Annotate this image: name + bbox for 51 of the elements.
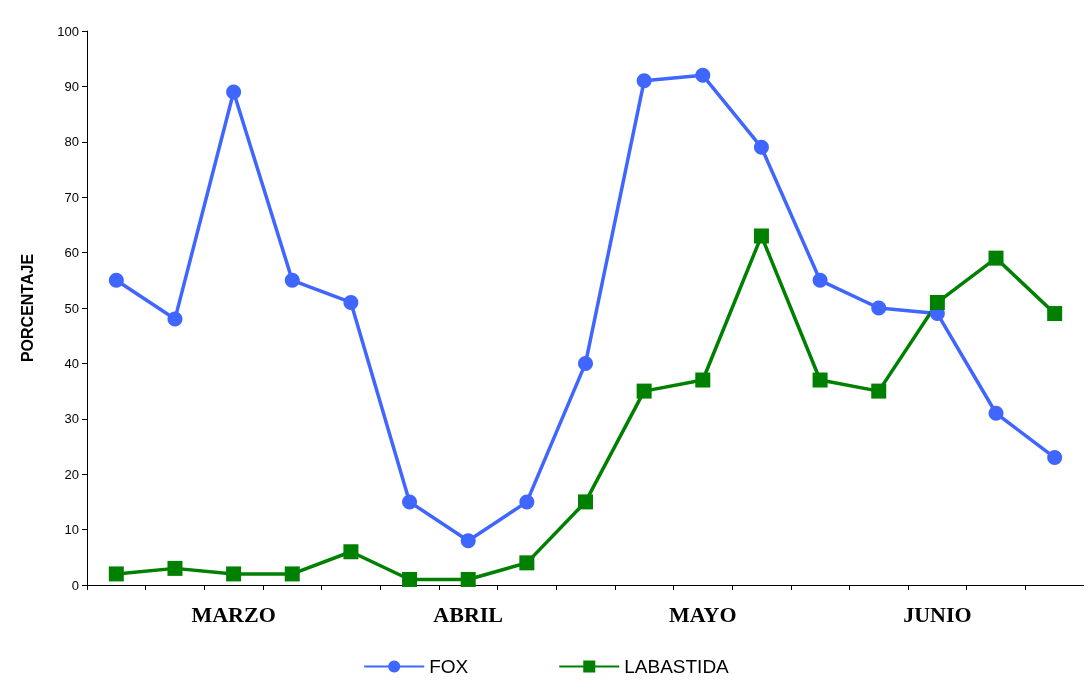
point xyxy=(1047,450,1063,466)
point xyxy=(636,383,652,399)
point xyxy=(226,84,242,100)
y-tick-label: 100 xyxy=(57,23,79,39)
point xyxy=(578,355,593,371)
point xyxy=(460,571,476,587)
point xyxy=(343,544,359,560)
y-tick-label: 40 xyxy=(64,355,79,371)
point xyxy=(226,566,242,582)
y-tick-label: 30 xyxy=(64,411,79,427)
point xyxy=(753,139,769,155)
point xyxy=(343,294,359,310)
point xyxy=(108,566,124,582)
x-tick-label: ABRIL xyxy=(433,601,504,627)
point xyxy=(108,272,124,288)
point xyxy=(402,571,418,587)
point xyxy=(284,272,300,288)
y-tick-label: 10 xyxy=(64,522,79,538)
x-tick-label: MARZO xyxy=(191,601,276,627)
point xyxy=(1047,306,1063,322)
point xyxy=(695,372,711,388)
legend-label: LABASTIDA xyxy=(624,656,730,677)
point xyxy=(578,494,593,510)
point xyxy=(871,300,887,316)
x-tick-label: MAYO xyxy=(668,601,737,627)
point xyxy=(988,250,1004,266)
x-tick-label: JUNIO xyxy=(903,601,972,627)
point xyxy=(988,405,1004,421)
y-tick-label: 0 xyxy=(71,577,79,593)
point xyxy=(812,272,828,288)
point xyxy=(167,311,183,327)
y-tick-label: 80 xyxy=(64,134,79,150)
point xyxy=(167,560,183,576)
point xyxy=(519,494,535,510)
point xyxy=(871,383,887,399)
point xyxy=(753,228,769,244)
point xyxy=(519,555,535,571)
point xyxy=(929,294,945,310)
point xyxy=(284,566,300,582)
point xyxy=(460,533,476,549)
y-axis-title: PORCENTAJE xyxy=(18,253,36,363)
y-tick-label: 50 xyxy=(64,300,79,316)
y-tick-label: 20 xyxy=(64,466,79,482)
point xyxy=(402,494,418,510)
point xyxy=(636,73,652,89)
legend-label: FOX xyxy=(429,656,469,677)
y-tick-label: 90 xyxy=(64,78,79,94)
point xyxy=(695,67,711,83)
point xyxy=(812,372,828,388)
y-tick-label: 70 xyxy=(64,189,79,205)
y-tick-label: 60 xyxy=(64,245,79,261)
